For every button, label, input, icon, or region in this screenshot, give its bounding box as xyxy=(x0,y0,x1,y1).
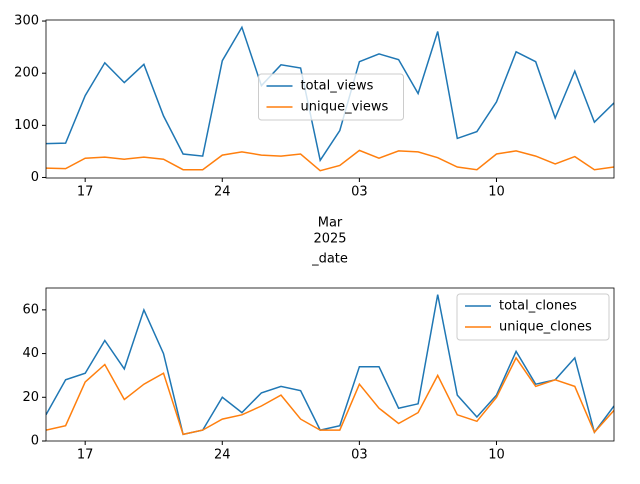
series-line xyxy=(46,25,614,163)
x-tick-label: 03 xyxy=(351,448,368,463)
x-offset-label: 2025 xyxy=(313,232,346,247)
legend-label: total_clones xyxy=(499,299,577,314)
legend-label: unique_clones xyxy=(499,320,592,335)
y-tick-label: 0 xyxy=(31,434,39,449)
x-tick-label: 17 xyxy=(77,185,94,200)
x-tick-label: 10 xyxy=(488,185,505,200)
legend-label: total_views xyxy=(301,79,374,94)
series-line xyxy=(46,294,614,436)
y-tick-label: 300 xyxy=(14,14,39,29)
x-tick-label: 24 xyxy=(214,185,231,200)
legend: total_views unique_views xyxy=(258,73,404,121)
y-tick-label: 0 xyxy=(31,170,39,185)
y-tick-label: 100 xyxy=(14,118,39,133)
x-tick-label: 10 xyxy=(488,448,505,463)
y-tick-label: 60 xyxy=(22,302,39,317)
y-tick-label: 200 xyxy=(14,66,39,81)
axes-frame xyxy=(45,19,615,179)
x-offset-label: Mar xyxy=(318,216,343,231)
legend: total_clones unique_clones xyxy=(456,293,610,341)
axes-frame xyxy=(45,287,615,442)
x-tick-label: 03 xyxy=(351,185,368,200)
x-axis-label: _date xyxy=(311,252,348,267)
x-tick-label: 24 xyxy=(214,448,231,463)
series-line xyxy=(46,149,614,172)
series-line xyxy=(46,356,614,436)
x-tick-label: 17 xyxy=(77,448,94,463)
legend-box xyxy=(456,293,610,341)
legend-label: unique_views xyxy=(301,100,389,115)
y-tick-label: 40 xyxy=(22,346,39,361)
legend-box xyxy=(258,73,404,121)
y-tick-label: 20 xyxy=(22,390,39,405)
